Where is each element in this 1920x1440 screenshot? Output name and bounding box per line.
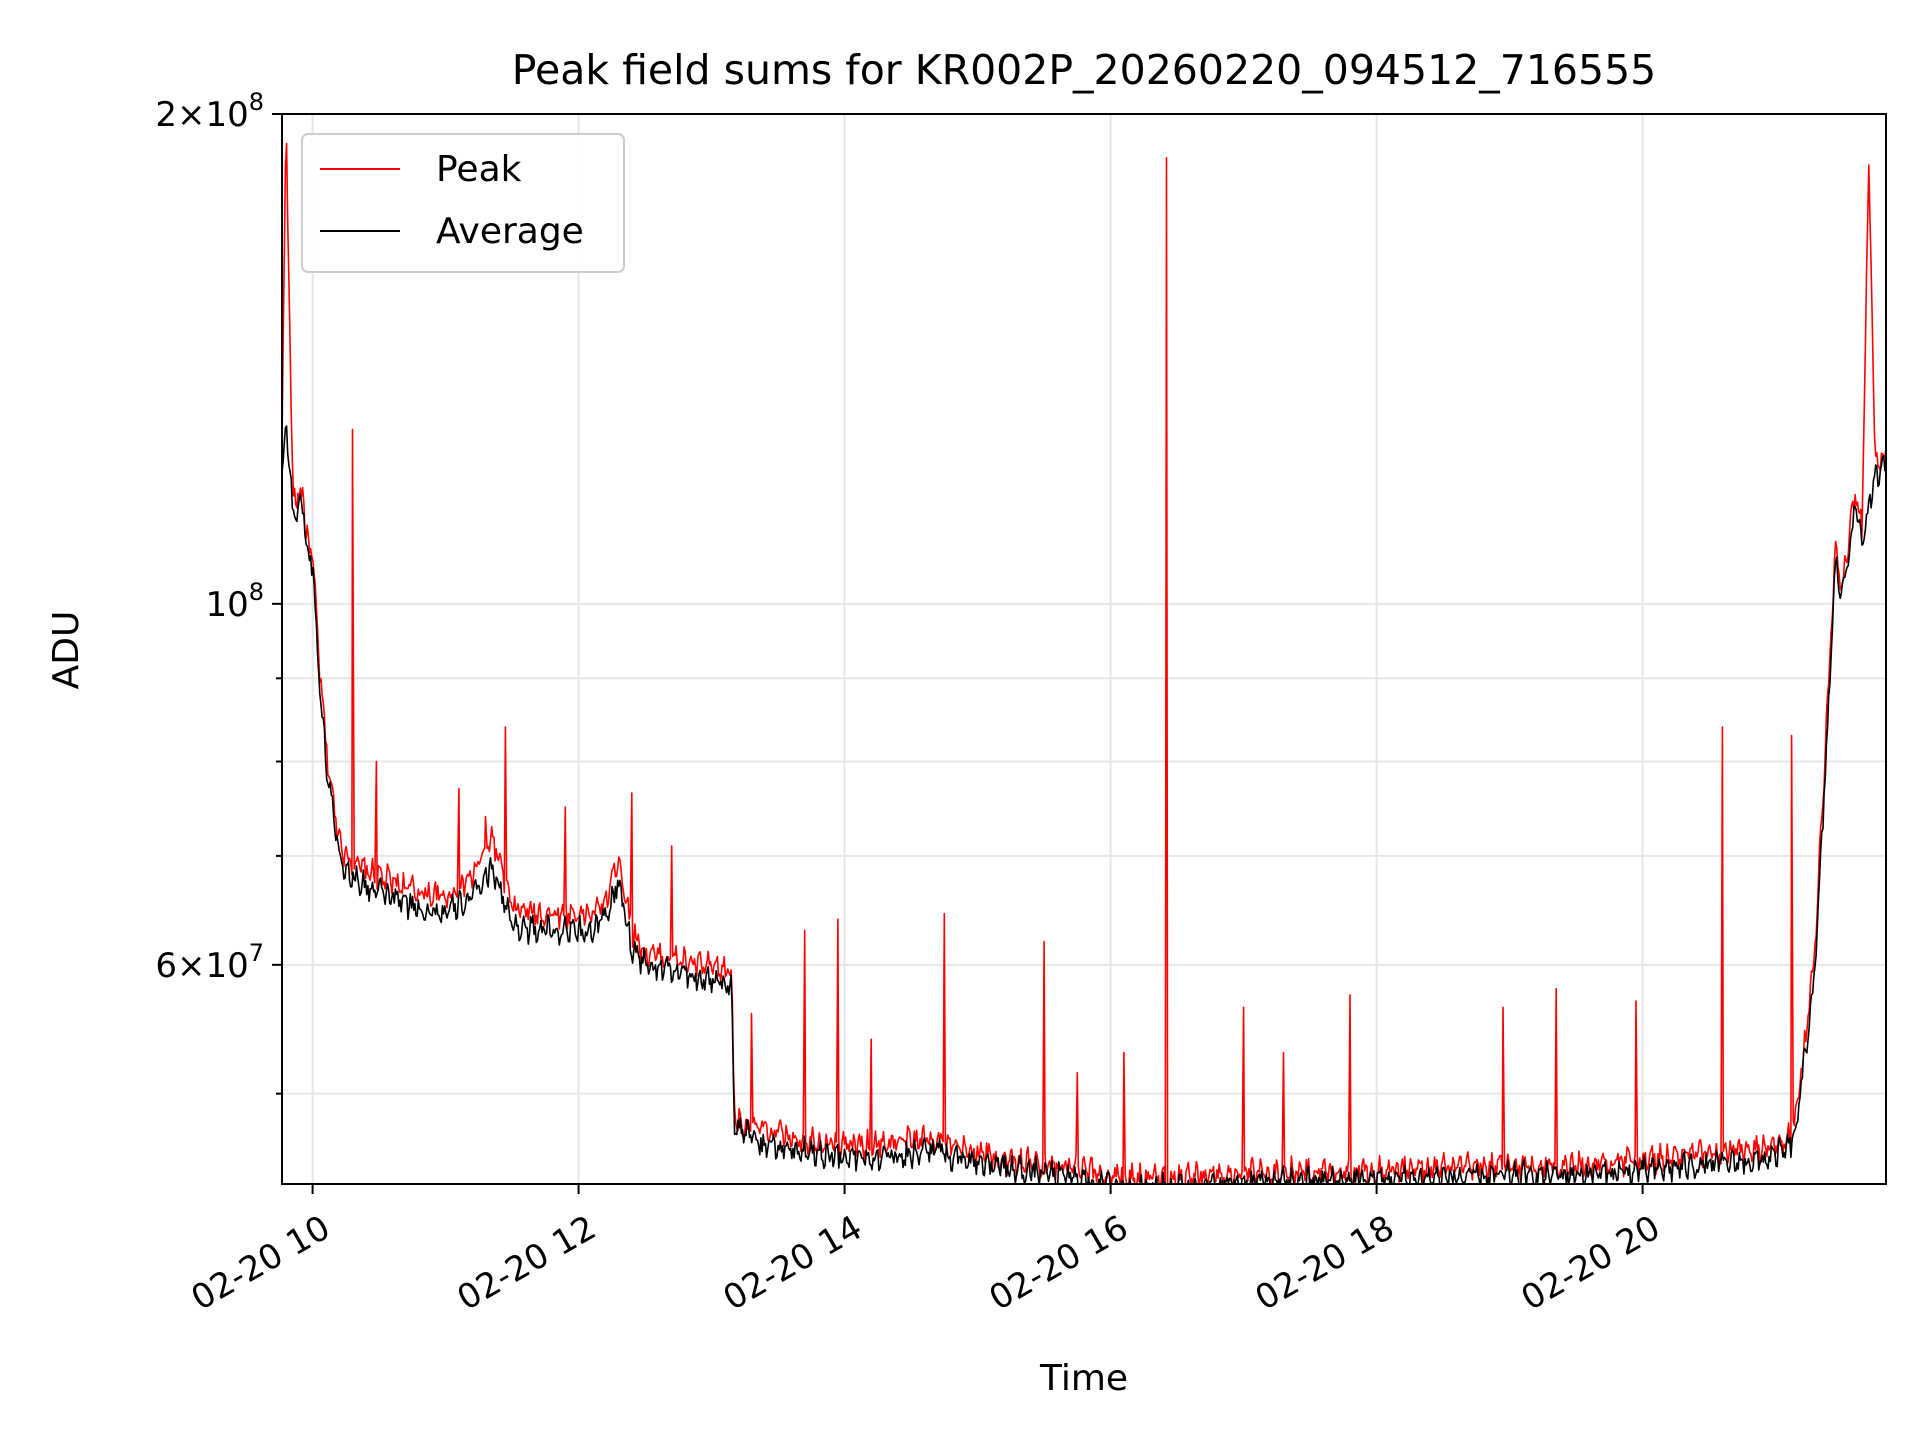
x-tick-label: 02-20 20 — [1515, 1208, 1667, 1319]
series-layer — [282, 142, 1886, 1184]
plot-frame — [281, 113, 1887, 1185]
grid — [282, 113, 1886, 1184]
legend: Peak Average — [301, 133, 625, 273]
x-tick-label: 02-20 16 — [983, 1208, 1135, 1319]
series-line-average — [282, 425, 1886, 1184]
legend-peak-label: Peak — [436, 149, 522, 190]
series-line-peak — [282, 142, 1886, 1184]
y-axis-label: ADU — [46, 611, 87, 690]
y-tick-label: 2×108 — [155, 88, 264, 135]
legend-average-label: Average — [436, 211, 584, 252]
y-tick-label: 6×107 — [155, 939, 264, 986]
x-tick-label: 02-20 10 — [185, 1208, 337, 1319]
x-tick-label: 02-20 12 — [451, 1208, 603, 1319]
y-tick-label: 108 — [205, 578, 264, 625]
x-tick-label: 02-20 14 — [717, 1208, 869, 1319]
chart-title: Peak field sums for KR002P_20260220_0945… — [512, 46, 1657, 94]
x-tick-label: 02-20 18 — [1249, 1208, 1401, 1319]
x-axis-label: Time — [1039, 1358, 1128, 1399]
